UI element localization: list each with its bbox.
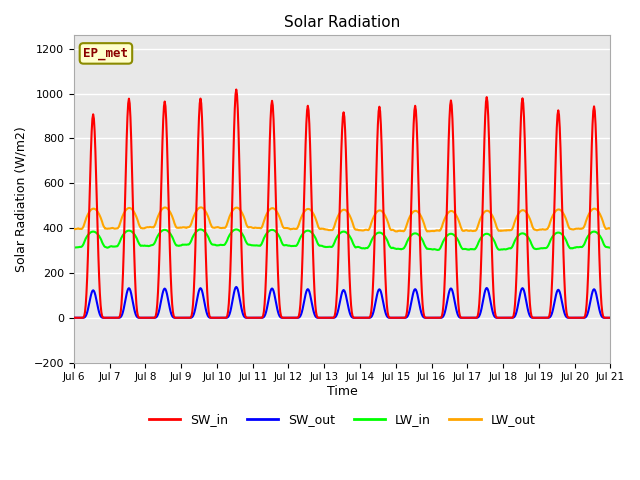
LW_out: [440, 217, 448, 223]
LW_out: [196, 204, 204, 210]
SW_in: [188, 313, 195, 319]
SW_out: [188, 314, 195, 320]
LW_out: [607, 226, 614, 232]
Line: SW_out: SW_out: [74, 287, 611, 318]
Y-axis label: Solar Radiation (W/m2): Solar Radiation (W/m2): [15, 126, 28, 272]
LW_in: [440, 237, 448, 242]
LW_out: [387, 227, 394, 232]
LW_in: [335, 232, 342, 238]
SW_out: [440, 313, 447, 319]
LW_in: [188, 237, 195, 243]
LW_in: [387, 244, 394, 250]
LW_out: [212, 225, 220, 230]
SW_in: [387, 315, 394, 321]
SW_out: [607, 315, 614, 321]
SW_in: [607, 315, 614, 321]
SW_out: [70, 315, 77, 321]
LW_out: [392, 228, 399, 234]
SW_out: [558, 299, 566, 305]
SW_in: [335, 252, 342, 258]
LW_out: [335, 213, 342, 218]
SW_in: [440, 301, 447, 307]
Title: Solar Radiation: Solar Radiation: [284, 15, 400, 30]
LW_out: [188, 220, 195, 226]
Legend: SW_in, SW_out, LW_in, LW_out: SW_in, SW_out, LW_in, LW_out: [143, 408, 541, 431]
LW_in: [607, 245, 614, 251]
SW_in: [70, 315, 77, 321]
SW_out: [211, 315, 218, 321]
Text: EP_met: EP_met: [83, 47, 129, 60]
LW_out: [70, 226, 77, 232]
Line: SW_in: SW_in: [74, 90, 611, 318]
LW_in: [434, 247, 442, 253]
SW_in: [211, 315, 218, 321]
SW_out: [232, 284, 240, 290]
LW_in: [212, 242, 220, 248]
Line: LW_in: LW_in: [74, 229, 611, 250]
SW_out: [387, 315, 394, 321]
X-axis label: Time: Time: [327, 385, 358, 398]
SW_out: [335, 306, 342, 312]
LW_in: [196, 227, 204, 232]
LW_in: [70, 245, 77, 251]
LW_out: [559, 210, 566, 216]
LW_in: [559, 232, 566, 238]
SW_in: [232, 87, 240, 93]
Line: LW_out: LW_out: [74, 207, 611, 231]
SW_in: [558, 198, 566, 204]
